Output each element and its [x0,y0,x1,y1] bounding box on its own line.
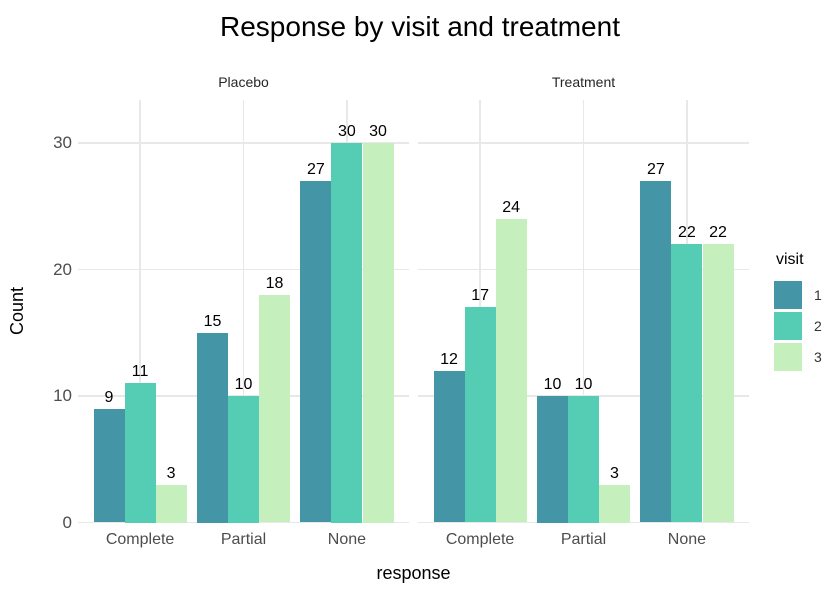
x-tick-label: Complete [445,531,515,548]
bar-value-label: 22 [709,224,727,242]
bar [259,294,290,523]
gridline-vertical [242,100,245,523]
bar-value-label: 3 [166,464,176,482]
bar-value-label: 30 [337,123,356,140]
legend: visit 1 2 3 [774,250,822,374]
bar-value-label: 17 [471,287,489,305]
bar [464,307,496,523]
bar [197,332,228,523]
legend-key-swatch [774,281,802,309]
gridline-vertical [582,100,585,523]
legend-item-label: 1 [814,287,822,303]
y-tick-label: 0 [62,512,72,532]
bar [537,396,568,523]
legend-title: visit [776,251,804,268]
bar [640,180,672,523]
x-tick-label: Partial [560,531,607,548]
bar-value-label: 10 [543,376,562,393]
legend-item: 1 [774,281,822,309]
bar-value-label: 24 [502,198,520,216]
legend-item-label: 3 [814,349,822,365]
bar-value-label: 12 [440,350,458,368]
x-tick-label: Partial [220,531,267,548]
bar [300,180,332,523]
chart-title: Response by visit and treatment [220,11,620,42]
x-tick-label: None [667,531,707,548]
bar [433,370,465,523]
bar-value-label: 27 [306,160,325,178]
y-tick-label: 20 [53,259,72,279]
legend-item-label: 2 [814,318,822,334]
bar [495,218,527,523]
bar [93,408,125,523]
bar [702,244,734,523]
bar-value-label: 10 [234,376,253,393]
bar-value-label: 27 [646,160,665,178]
bar-value-label: 30 [369,123,387,140]
legend-key-swatch [774,312,802,340]
bar [155,484,187,523]
bar [228,396,259,523]
x-axis-title: response [376,563,451,583]
bar-value-label: 22 [677,224,696,242]
bar-value-label: 15 [203,312,222,330]
bar-value-label: 11 [131,363,149,381]
facet-label-placebo: Placebo [218,74,269,90]
bar-value-label: 9 [104,388,114,406]
bar [599,484,630,523]
bar [124,383,156,523]
legend-item: 3 [774,343,822,371]
gridline-vertical [139,100,141,523]
bar-value-label: 10 [574,376,593,393]
bar [362,143,394,523]
x-tick-label: Complete [105,531,175,548]
bar-value-label: 3 [610,464,619,482]
y-tick-label: 10 [53,386,72,405]
legend-item: 2 [774,312,822,340]
x-tick-label: None [327,531,367,548]
bar [671,244,703,523]
bar-value-label: 18 [265,274,284,292]
bar [568,396,599,523]
legend-key-swatch [774,343,802,371]
legend-items: 1 2 3 [774,281,822,371]
facet-label-treatment: Treatment [551,74,616,90]
bar [331,143,363,523]
y-tick-label: 30 [53,133,72,152]
